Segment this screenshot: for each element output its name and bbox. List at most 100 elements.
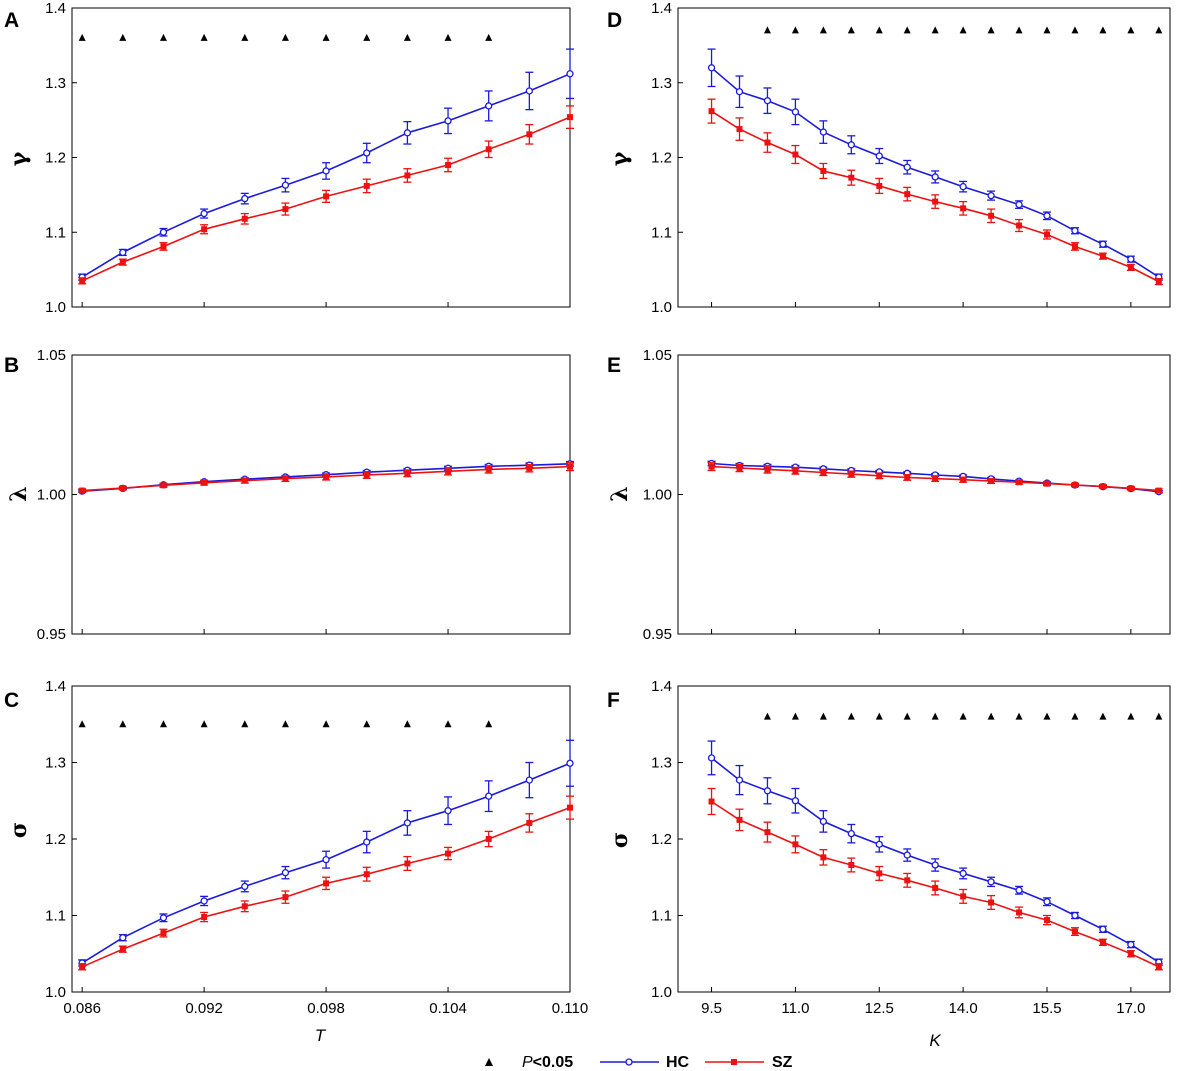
hc-data-point xyxy=(200,897,208,905)
panel-a: A γ 1.0 1.1 1.2 1.3 1.4 xyxy=(4,0,574,316)
sz-data-point xyxy=(736,126,743,133)
panel-letter-e: E xyxy=(607,354,621,377)
significance-marker xyxy=(119,720,127,728)
plot-frame-f xyxy=(677,685,1171,993)
y-tick-label-d: 1.1 xyxy=(651,224,672,241)
hc-data-point xyxy=(281,181,290,189)
sz-data-point xyxy=(404,172,411,179)
hc-data-point xyxy=(322,167,330,175)
sz-data-point xyxy=(282,475,289,482)
sz-data-point xyxy=(241,903,248,910)
legend: P<0.05 HC SZ xyxy=(485,1054,793,1071)
sz-data-point xyxy=(1044,480,1050,487)
sz-data-point xyxy=(932,198,939,205)
sz-data-point xyxy=(904,191,911,198)
significance-marker xyxy=(1155,712,1163,720)
sz-data-point xyxy=(1071,243,1078,250)
significance-marker xyxy=(903,26,911,34)
significance-marker xyxy=(847,26,855,34)
sz-data-point xyxy=(119,485,126,492)
sz-data-point xyxy=(764,139,771,146)
hc-data-point xyxy=(1043,898,1051,906)
sz-data-point xyxy=(932,475,939,482)
significance-marker xyxy=(1127,26,1135,34)
sz-data-point xyxy=(526,819,533,826)
significance-marker xyxy=(763,26,771,34)
sz-data-point xyxy=(241,215,248,222)
x-tick-label-f: 9.5 xyxy=(701,1000,722,1017)
sz-data-point xyxy=(323,473,330,480)
legend-significance-label: P<0.05 xyxy=(522,1054,573,1071)
significance-marker xyxy=(241,33,249,41)
significance-marker xyxy=(119,33,127,41)
hc-data-point xyxy=(735,88,744,96)
sz-data-point xyxy=(1127,264,1134,271)
plot-frame-c xyxy=(71,685,571,993)
sz-data-point xyxy=(485,146,492,153)
hc-data-point xyxy=(1071,911,1079,920)
y-tick-label-c: 1.3 xyxy=(45,755,66,772)
significance-marker xyxy=(1071,712,1079,720)
sz-data-point xyxy=(1071,928,1078,935)
hc-data-point xyxy=(903,163,911,171)
significance-marker xyxy=(875,26,883,34)
sz-data-point xyxy=(282,206,289,213)
panel-b: B λ 0.95 1.00 1.05 xyxy=(4,347,574,643)
significance-marker xyxy=(363,33,371,41)
y-tick-label-d: 1.3 xyxy=(651,75,672,92)
hc-data-point xyxy=(1043,212,1051,220)
significance-marker xyxy=(159,720,167,728)
y-tick-label-f: 1.2 xyxy=(651,831,672,848)
legend-p-threshold: <0.05 xyxy=(533,1054,574,1071)
hc-data-point xyxy=(791,797,800,805)
x-tick-label-c: 0.098 xyxy=(307,1000,345,1017)
y-axis-label-e: λ xyxy=(607,486,633,501)
hc-data-point xyxy=(763,787,772,795)
sz-data-point xyxy=(445,161,452,168)
significance-marker xyxy=(903,712,911,720)
plot-frame-e xyxy=(677,354,1171,635)
sz-data-point xyxy=(1071,482,1078,489)
hc-data-point xyxy=(875,840,883,849)
y-axis-label-b: λ xyxy=(6,486,32,501)
sz-data-point xyxy=(876,472,883,479)
sz-data-point xyxy=(1155,963,1162,970)
sz-data-point xyxy=(485,836,492,842)
sz-data-point xyxy=(876,870,883,877)
sz-data-point xyxy=(567,114,573,121)
sz-data-point xyxy=(708,798,715,805)
sz-data-point xyxy=(1044,917,1050,924)
significance-marker xyxy=(1155,26,1163,34)
x-axis-label-t: T xyxy=(315,1026,327,1045)
sz-data-point xyxy=(1016,222,1023,229)
significance-marker xyxy=(322,720,330,728)
y-tick-label-a: 1.1 xyxy=(45,224,66,241)
significance-marker xyxy=(1015,712,1023,720)
hc-data-point xyxy=(444,807,452,815)
sz-data-point xyxy=(960,893,967,900)
sz-data-point xyxy=(119,946,126,953)
significance-marker xyxy=(987,712,995,720)
significance-marker xyxy=(1071,26,1079,34)
y-tick-label-d: 1.0 xyxy=(651,299,672,316)
y-tick-label-c: 1.2 xyxy=(45,831,66,848)
sz-data-point xyxy=(404,470,411,477)
sz-data-point xyxy=(820,854,827,861)
sz-data-point xyxy=(363,182,370,189)
hc-data-point xyxy=(363,838,371,846)
hc-data-point xyxy=(959,869,967,878)
sz-data-point xyxy=(201,479,208,486)
sz-data-point xyxy=(848,174,855,181)
sz-data-point xyxy=(708,108,715,115)
y-tick-label-d: 1.4 xyxy=(651,0,672,17)
hc-data-point xyxy=(903,851,911,859)
legend-p-symbol: P xyxy=(522,1054,533,1071)
y-tick-label-b: 0.95 xyxy=(37,626,66,643)
hc-data-point xyxy=(987,191,995,200)
sz-data-point xyxy=(119,259,126,266)
panel-d: D γ 1.0 1.1 1.2 1.3 1.4 xyxy=(607,0,1171,316)
significance-marker xyxy=(791,712,799,720)
sz-data-point xyxy=(79,963,86,970)
significance-marker xyxy=(847,712,855,720)
y-tick-label-c: 1.1 xyxy=(45,908,66,925)
